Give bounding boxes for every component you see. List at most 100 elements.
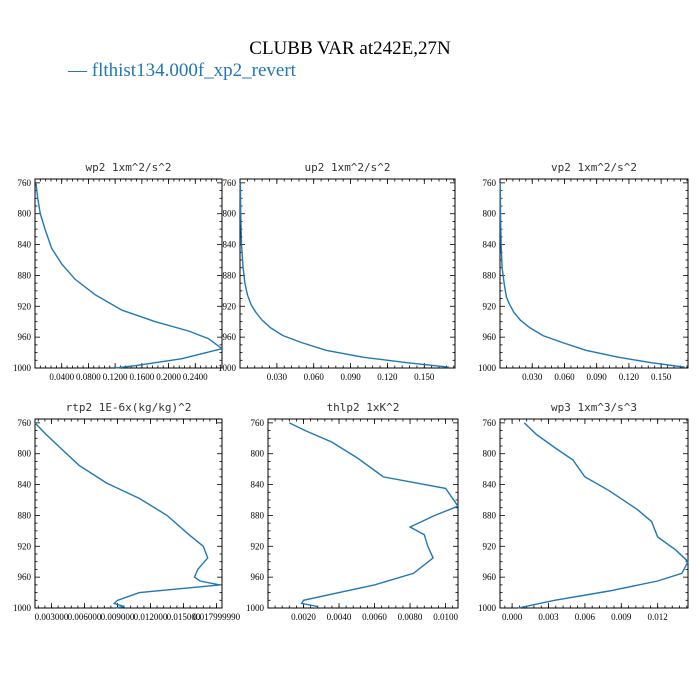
x-tick-label: 0.012	[648, 612, 668, 622]
x-tick-label: 0.030	[522, 372, 543, 382]
y-tick-label: 880	[251, 510, 265, 520]
x-tick-label: 0.006000	[68, 612, 102, 622]
x-tick-label: 0.150	[414, 372, 435, 382]
figure-title: CLUBB VAR at242E,27N	[249, 38, 451, 59]
plot-frame	[499, 418, 689, 609]
x-tick-label: 0.090	[340, 372, 361, 382]
y-tick-label: 920	[223, 301, 237, 311]
x-tick-label: 0.015000	[167, 612, 201, 622]
plot-frame	[34, 178, 223, 369]
x-tick-label: 0.0060	[362, 612, 387, 622]
y-tick-label: 840	[483, 480, 497, 490]
y-tick-label: 800	[18, 209, 32, 219]
profile-line	[239, 182, 449, 368]
x-tick-label: 0.017999990	[193, 612, 241, 622]
y-tick-label: 960	[18, 332, 32, 342]
x-tick-label: 0.003	[538, 612, 559, 622]
profile-line	[518, 422, 689, 609]
panels: wp2 1xm^2/s^20.0400 0.0800 0.1200 0.1600 0.2…	[13, 161, 689, 622]
panel-title: wp3 1xm^3/s^3	[551, 401, 637, 414]
x-tick-label: 0.150	[651, 372, 672, 382]
profile-line	[288, 422, 460, 608]
x-tick-label: 0.2000	[156, 372, 181, 382]
x-tick-label: 0.2400	[183, 372, 208, 382]
y-tick-label: 760	[483, 178, 497, 188]
x-tick-label: 0.0040	[327, 612, 352, 622]
x-tick-label: 0.030	[267, 372, 288, 382]
y-tick-label: 800	[483, 209, 497, 219]
x-tick-label: 0.120	[377, 372, 398, 382]
y-tick-label: 920	[483, 541, 497, 551]
x-tick-label: 0.120	[619, 372, 640, 382]
y-tick-label: 840	[18, 240, 32, 250]
panel-title: vp2 1xm^2/s^2	[551, 161, 637, 174]
plot-frame	[239, 178, 456, 369]
x-tick-label: 0.0020	[291, 612, 316, 622]
y-tick-label: 1000	[246, 603, 265, 613]
y-tick-label: 840	[251, 480, 265, 490]
panel-4: thlp2 1xK^2 0.0020 0.0040 0.0060 0.0080 0.010…	[246, 401, 460, 622]
x-tick-label: 0.003000	[35, 612, 69, 622]
plot-frame	[267, 418, 459, 609]
x-tick-label: 0.000	[502, 612, 523, 622]
y-tick-label: 760	[18, 178, 32, 188]
y-tick-label: 1000	[478, 603, 497, 613]
y-tick-label: 1000	[13, 603, 32, 613]
x-tick-label: 0.012000	[134, 612, 168, 622]
x-tick-label: 0.1600	[129, 372, 154, 382]
y-tick-label: 880	[483, 510, 497, 520]
y-tick-label: 920	[251, 541, 265, 551]
y-tick-label: 760	[483, 418, 497, 428]
x-tick-label: 0.090	[587, 372, 608, 382]
profile-line	[499, 182, 685, 368]
y-tick-label: 880	[18, 270, 32, 280]
panel-1: up2 1xm^2/s^2 0.030 0.060 0.090 0.120 0.150 76…	[218, 161, 456, 382]
panel-title: wp2 1xm^2/s^2	[85, 161, 171, 174]
panel-0: wp2 1xm^2/s^20.0400 0.0800 0.1200 0.1600 0.2…	[13, 161, 224, 382]
x-tick-label: 0.1200	[103, 372, 128, 382]
x-tick-label: 0.0080	[398, 612, 423, 622]
panel-title: up2 1xm^2/s^2	[304, 161, 390, 174]
y-tick-label: 920	[18, 541, 32, 551]
y-tick-label: 1000	[218, 363, 237, 373]
x-tick-label: 0.060	[554, 372, 575, 382]
y-tick-label: 760	[18, 418, 32, 428]
x-tick-label: 0.0800	[76, 372, 101, 382]
panel-5: wp3 1xm^3/s^3 0.000 0.003 0.006 0.009 0.012 76…	[478, 401, 689, 622]
plot-frame	[34, 418, 223, 609]
panel-title: thlp2 1xK^2	[327, 401, 400, 414]
y-tick-label: 960	[483, 332, 497, 342]
y-tick-label: 960	[251, 572, 265, 582]
y-tick-label: 840	[18, 480, 32, 490]
y-tick-label: 800	[251, 449, 265, 459]
y-tick-label: 1000	[13, 363, 32, 373]
y-tick-label: 920	[18, 301, 32, 311]
x-tick-label: 0.0400	[49, 372, 74, 382]
y-tick-label: 960	[483, 572, 497, 582]
profile-line	[34, 422, 220, 609]
y-tick-label: 800	[483, 449, 497, 459]
x-tick-label: 0.009000	[101, 612, 135, 622]
plot-frame	[499, 178, 689, 369]
y-tick-label: 1000	[478, 363, 497, 373]
y-tick-label: 800	[223, 209, 237, 219]
panel-3: rtp2 1E-6x(kg/kg)^2 0.003000 0.006000 0.009…	[13, 401, 241, 622]
panel-2: vp2 1xm^2/s^2 0.030 0.060 0.090 0.120 0.150 76…	[478, 161, 689, 382]
x-tick-label: 0.060	[304, 372, 325, 382]
y-tick-label: 840	[483, 240, 497, 250]
y-tick-label: 760	[251, 418, 265, 428]
y-tick-label: 800	[18, 449, 32, 459]
legend-entry: — flthist134.000f_xp2_revert	[67, 60, 297, 81]
y-tick-label: 760	[223, 178, 237, 188]
y-tick-label: 840	[223, 240, 237, 250]
x-tick-label: 0.006	[575, 612, 596, 622]
y-tick-label: 960	[223, 332, 237, 342]
y-tick-label: 960	[18, 572, 32, 582]
x-tick-label: 0.0100	[433, 612, 458, 622]
y-tick-label: 880	[18, 510, 32, 520]
profile-line	[35, 182, 224, 369]
x-tick-label: 0.009	[611, 612, 632, 622]
y-tick-label: 920	[483, 301, 497, 311]
y-tick-label: 880	[483, 270, 497, 280]
